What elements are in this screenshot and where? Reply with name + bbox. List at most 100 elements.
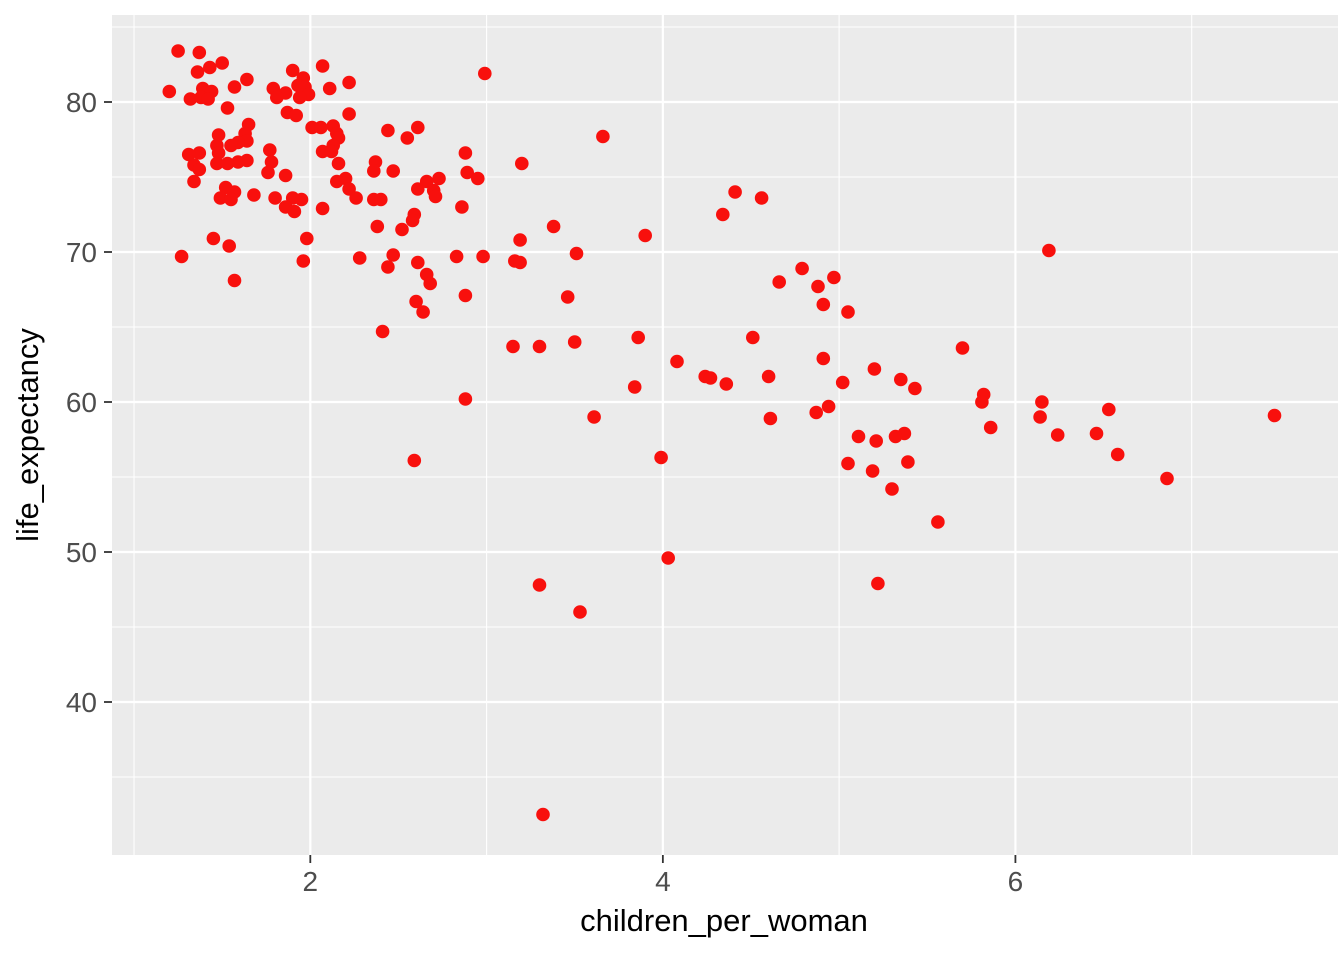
- data-point: [324, 144, 339, 159]
- data-point: [1267, 408, 1282, 423]
- data-point: [983, 420, 998, 435]
- data-point: [811, 279, 825, 294]
- data-point: [240, 72, 254, 87]
- data-point: [231, 155, 245, 169]
- data-point: [809, 405, 823, 420]
- data-point: [315, 59, 330, 73]
- data-point: [314, 120, 328, 135]
- data-point: [278, 168, 293, 183]
- data-point: [224, 138, 238, 153]
- y-tick-label: 60: [66, 387, 97, 418]
- data-point: [174, 249, 189, 264]
- data-point: [1089, 426, 1104, 441]
- data-point: [955, 341, 970, 355]
- data-point: [190, 65, 205, 79]
- data-point: [381, 260, 395, 274]
- data-point: [478, 66, 492, 81]
- data-point: [536, 807, 550, 822]
- x-tick-label: 2: [303, 866, 319, 897]
- data-point: [211, 128, 226, 142]
- x-tick-label: 4: [655, 866, 671, 897]
- data-point: [532, 339, 547, 354]
- data-point: [631, 330, 645, 345]
- data-point: [1050, 428, 1065, 442]
- data-point: [458, 146, 473, 160]
- data-point: [400, 131, 415, 145]
- data-point: [213, 191, 228, 205]
- data-point: [370, 219, 385, 234]
- data-point: [763, 411, 778, 426]
- data-point: [261, 165, 275, 180]
- data-point: [894, 372, 908, 387]
- data-point: [375, 324, 390, 339]
- data-point: [315, 201, 330, 216]
- data-point: [821, 399, 836, 414]
- x-tick-label: 6: [1008, 866, 1024, 897]
- data-point: [1033, 410, 1047, 424]
- data-point: [746, 330, 760, 345]
- data-point: [567, 335, 582, 349]
- data-point: [455, 200, 469, 214]
- data-point: [428, 189, 443, 204]
- data-point: [386, 248, 401, 262]
- data-point: [294, 192, 309, 207]
- y-tick-label: 40: [66, 687, 97, 718]
- data-point: [296, 254, 311, 268]
- data-point: [627, 380, 642, 394]
- data-point: [888, 429, 903, 444]
- data-point: [411, 255, 425, 270]
- data-point: [754, 191, 769, 205]
- data-point: [661, 551, 675, 565]
- data-point: [367, 164, 381, 178]
- data-point: [670, 354, 684, 369]
- data-point: [349, 191, 363, 205]
- data-point: [264, 155, 279, 169]
- data-point: [458, 288, 473, 303]
- data-point: [342, 75, 356, 90]
- data-point: [227, 80, 242, 94]
- data-point: [203, 60, 217, 75]
- data-point: [560, 290, 575, 304]
- data-point: [289, 108, 304, 123]
- data-point: [268, 191, 282, 205]
- data-point: [901, 455, 915, 469]
- data-point: [187, 174, 201, 189]
- data-point: [569, 246, 584, 261]
- data-point: [181, 147, 196, 162]
- y-tick-label: 70: [66, 237, 97, 268]
- data-point: [292, 90, 307, 105]
- data-point: [215, 56, 229, 70]
- data-point: [220, 101, 235, 115]
- data-point: [222, 239, 236, 253]
- data-point: [476, 249, 490, 264]
- data-point: [331, 156, 346, 171]
- data-point: [869, 434, 883, 448]
- data-point: [513, 255, 527, 270]
- data-point: [405, 213, 420, 228]
- data-point: [728, 185, 742, 199]
- data-point: [885, 482, 899, 496]
- data-point: [381, 123, 395, 138]
- data-point: [210, 156, 224, 171]
- data-point: [596, 129, 610, 144]
- data-point: [192, 162, 207, 177]
- data-point: [432, 171, 446, 186]
- data-point: [546, 219, 561, 234]
- data-point: [716, 207, 730, 222]
- data-point: [247, 188, 261, 202]
- data-point: [449, 249, 464, 264]
- data-point: [851, 429, 866, 444]
- data-point: [409, 294, 423, 309]
- panel-background: [112, 15, 1338, 855]
- data-point: [183, 92, 198, 106]
- major-gridlines: [112, 15, 1338, 855]
- data-points: [162, 44, 1282, 822]
- data-point: [395, 222, 409, 237]
- data-point: [865, 464, 880, 478]
- data-point: [931, 515, 945, 529]
- y-tick-label: 50: [66, 537, 97, 568]
- data-point: [841, 456, 855, 471]
- data-point: [908, 381, 922, 396]
